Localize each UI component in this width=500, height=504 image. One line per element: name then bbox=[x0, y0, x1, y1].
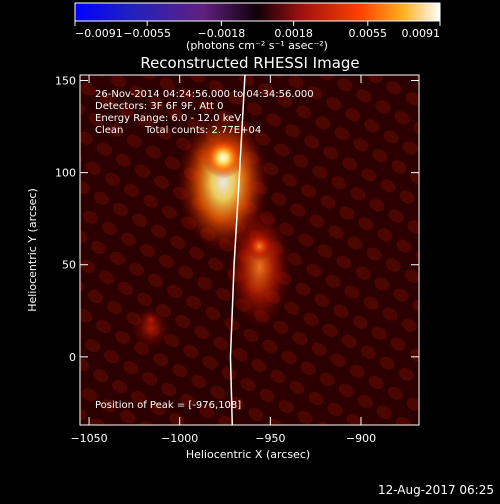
colorbar-tick-label: −0.0018 bbox=[198, 27, 246, 40]
solar-limb bbox=[229, 75, 246, 425]
source-glow bbox=[227, 207, 292, 328]
x-axis-label: Heliocentric X (arcsec) bbox=[186, 448, 310, 461]
clean-label: Clean bbox=[95, 125, 123, 136]
image-area bbox=[80, 75, 419, 425]
footer-timestamp: 12-Aug-2017 06:25 bbox=[378, 483, 494, 497]
colorbar-tick-label: −0.0091 bbox=[75, 27, 123, 40]
colorbar-tick-label: 0.0055 bbox=[349, 27, 388, 40]
time-range: 26-Nov-2014 04:24:56.000 to 04:34:56.000 bbox=[95, 89, 314, 100]
source-peak bbox=[202, 137, 244, 179]
y-tick-label: 150 bbox=[55, 75, 76, 88]
y-tick-label: 50 bbox=[62, 259, 76, 272]
y-tick-label: 0 bbox=[69, 351, 76, 364]
y-axis-label: Heliocentric Y (arcsec) bbox=[26, 188, 39, 312]
colorbar-tick-label: 0.0018 bbox=[274, 27, 313, 40]
colorbar-units: (photons cm⁻² s⁻¹ asec⁻²) bbox=[186, 39, 328, 52]
x-tick-label: −1050 bbox=[70, 432, 107, 445]
y-axis-ticks: 0 50 100 150 bbox=[55, 75, 419, 364]
plot-frame bbox=[79, 74, 420, 426]
colorbar-tick-label: −0.0055 bbox=[123, 27, 171, 40]
x-tick-label: −950 bbox=[255, 432, 285, 445]
peak-position: Position of Peak = [-976,108] bbox=[95, 400, 241, 411]
y-tick-label: 100 bbox=[55, 167, 76, 180]
source-peak bbox=[245, 231, 274, 261]
total-counts: Total counts: 2.77E+04 bbox=[144, 125, 261, 136]
x-tick-label: −1000 bbox=[161, 432, 198, 445]
chart-title: Reconstructed RHESSI Image bbox=[140, 54, 359, 72]
colorbar bbox=[74, 2, 441, 22]
x-tick-label: −900 bbox=[346, 432, 376, 445]
colorbar-ticks: −0.0091 −0.0055 −0.0018 0.0018 0.0055 0.0091 bbox=[74, 21, 441, 40]
x-axis-ticks: −1050 −1000 −950 −900 bbox=[70, 75, 376, 445]
detectors: Detectors: 3F 6F 9F, Att 0 bbox=[95, 101, 223, 112]
source-peak bbox=[141, 311, 160, 329]
colorbar-tick-label: 0.0091 bbox=[402, 27, 441, 40]
energy-range: Energy Range: 6.0 - 12.0 keV bbox=[95, 113, 241, 124]
